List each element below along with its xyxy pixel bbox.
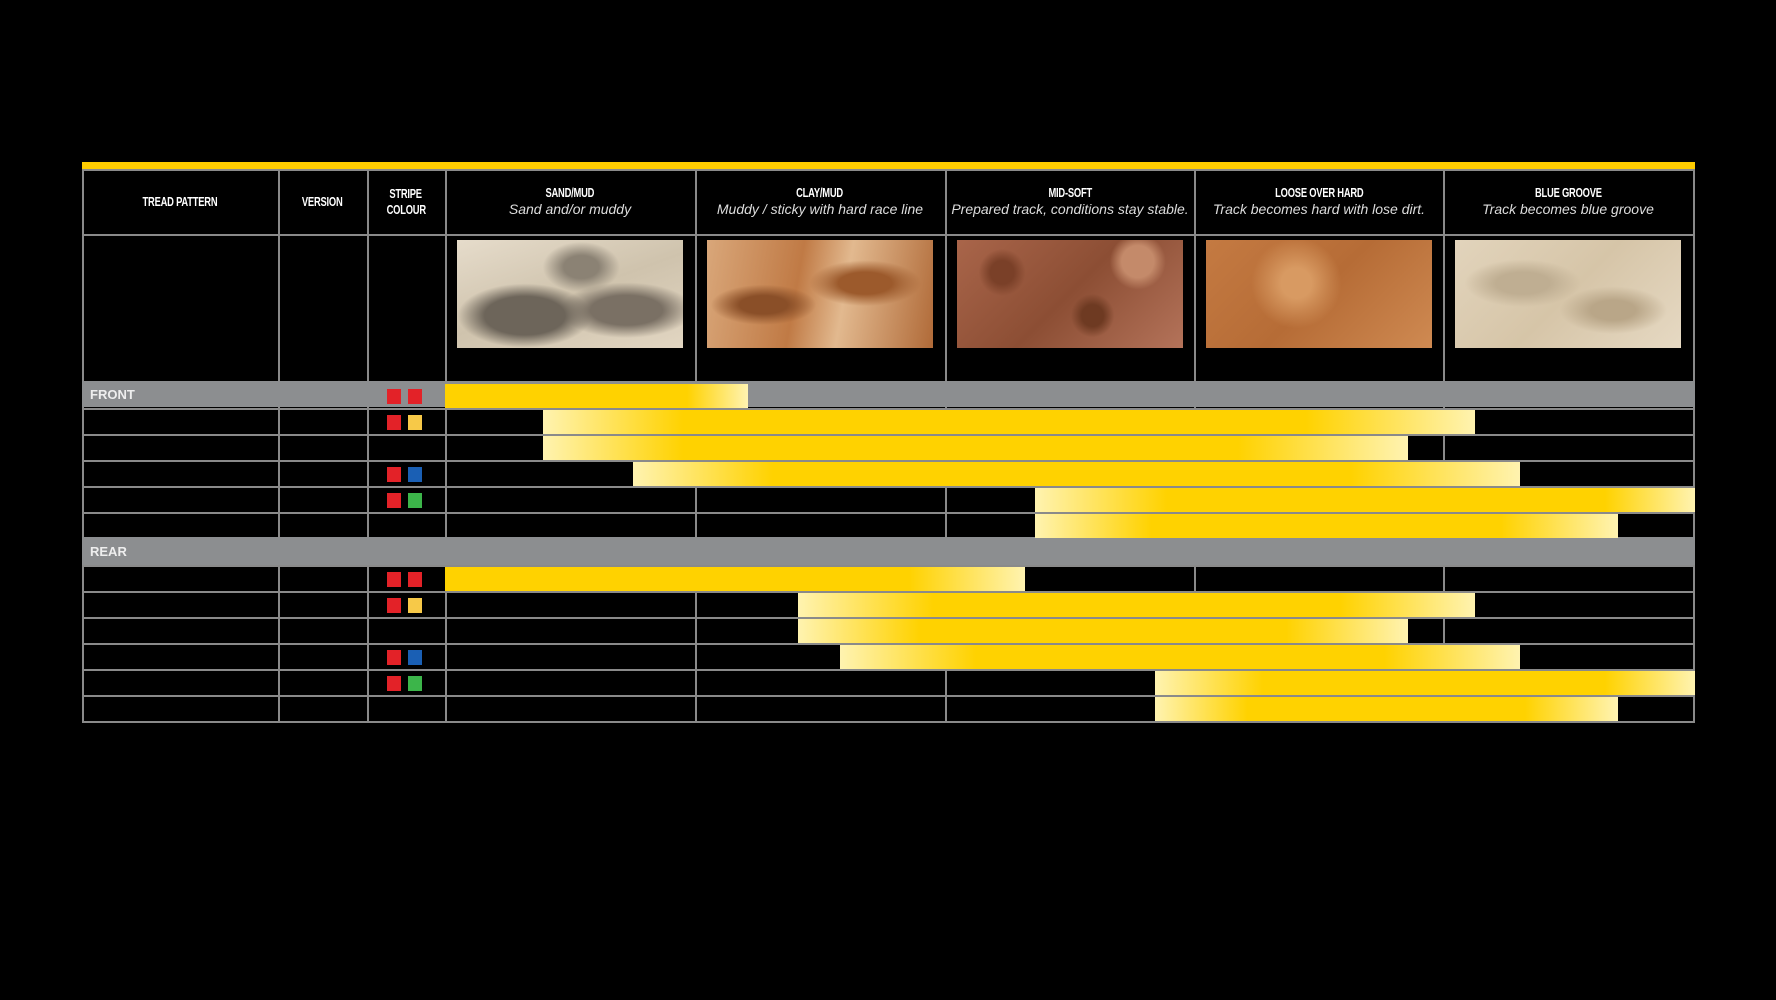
grid-row-line — [82, 721, 1695, 723]
header-mid-soft: MID-SOFT Prepared track, conditions stay… — [945, 169, 1195, 234]
terrain-title: SAND/MUD — [545, 185, 595, 200]
terrain-subtitle: Track becomes blue groove — [1482, 201, 1654, 217]
stripe-swatch-red — [387, 650, 401, 665]
suitability-bar-front-6 — [1035, 514, 1618, 538]
suitability-bar-rear-6 — [1155, 697, 1618, 721]
terrain-subtitle: Prepared track, conditions stay stable. — [951, 201, 1189, 217]
stripe-swatch-red — [387, 493, 401, 508]
terrain-title: MID-SOFT — [1048, 185, 1092, 200]
suitability-bar-rear-4 — [840, 645, 1520, 669]
stripe-swatch-green — [408, 676, 422, 691]
suitability-bar-front-2 — [542, 410, 1475, 434]
grid-row-line — [82, 460, 1695, 462]
sand-mud-terrain-image — [457, 240, 683, 348]
grid-column-line — [278, 169, 280, 721]
header-clay-mud: CLAY/MUD Muddy / sticky with hard race l… — [695, 169, 945, 234]
grid-row-line — [82, 669, 1695, 671]
version-label: VERSION — [302, 193, 343, 209]
blue-groove-terrain-image — [1455, 240, 1681, 348]
tread-pattern-label: TREAD PATTERN — [142, 193, 218, 209]
stripe-swatch-red — [387, 598, 401, 613]
stripe-swatch-blue — [408, 650, 422, 665]
terrain-title: LOOSE OVER HARD — [1274, 185, 1364, 200]
terrain-title: BLUE GROOVE — [1534, 185, 1602, 200]
grid-row-line — [82, 234, 1695, 236]
stripe-label: STRIPE — [389, 185, 423, 201]
grid-row-line — [82, 695, 1695, 697]
stripe-swatch-blue — [408, 467, 422, 482]
suitability-bar-rear-2 — [797, 593, 1475, 617]
grid-row-line — [82, 512, 1695, 514]
terrain-title: CLAY/MUD — [796, 185, 844, 200]
grid-row-line — [82, 643, 1695, 645]
accent-bar — [82, 162, 1695, 169]
terrain-subtitle: Muddy / sticky with hard race line — [716, 201, 924, 217]
suitability-bar-front-1 — [445, 384, 748, 408]
grid-row-line — [82, 617, 1695, 619]
stripe-swatch-red — [387, 415, 401, 430]
header-tread-pattern: TREAD PATTERN — [82, 169, 278, 234]
grid-row-line — [82, 486, 1695, 488]
suitability-bar-rear-1 — [445, 567, 1025, 591]
stripe-swatch-yellow — [408, 598, 422, 613]
stripe-swatch-red — [408, 572, 422, 587]
grid-column-line — [367, 169, 369, 721]
clay-mud-terrain-image — [707, 240, 933, 348]
grid-column-line — [1693, 169, 1695, 721]
stripe-swatch-green — [408, 493, 422, 508]
grid-column-line — [1443, 169, 1445, 721]
grid-column-line — [445, 169, 447, 721]
grid-row-line — [82, 591, 1695, 593]
loose-over-hard-terrain-image — [1206, 240, 1432, 348]
grid-row-line — [82, 408, 1695, 410]
suitability-bar-front-5 — [1035, 488, 1695, 512]
stripe-swatch-red — [387, 572, 401, 587]
colour-label: COLOUR — [386, 201, 426, 217]
mid-soft-terrain-image — [957, 240, 1183, 348]
grid-column-line — [82, 169, 84, 721]
stripe-swatch-red — [408, 389, 422, 404]
header-loose-over-hard: LOOSE OVER HARD Track becomes hard with … — [1194, 169, 1444, 234]
group-band-front: FRONT — [82, 381, 1695, 407]
stripe-swatch-yellow — [408, 415, 422, 430]
grid-row-line — [82, 565, 1695, 567]
suitability-bar-rear-3 — [797, 619, 1408, 643]
stripe-swatch-red — [387, 389, 401, 404]
terrain-subtitle: Sand and/or muddy — [508, 201, 632, 217]
header-blue-groove: BLUE GROOVE Track becomes blue groove — [1443, 169, 1693, 234]
suitability-bar-front-3 — [542, 436, 1408, 460]
suitability-bar-rear-5 — [1155, 671, 1695, 695]
group-band-rear: REAR — [82, 537, 1695, 565]
stripe-swatch-red — [387, 467, 401, 482]
header-version: VERSION — [278, 169, 367, 234]
stripe-swatch-red — [387, 676, 401, 691]
header-stripe-colour: STRIPE COLOUR — [367, 169, 445, 234]
suitability-bar-front-4 — [632, 462, 1520, 486]
terrain-subtitle: Track becomes hard with lose dirt. — [1212, 201, 1426, 217]
grid-row-line — [82, 434, 1695, 436]
grid-row-line — [82, 169, 1695, 171]
header-sand-mud: SAND/MUD Sand and/or muddy — [445, 169, 695, 234]
